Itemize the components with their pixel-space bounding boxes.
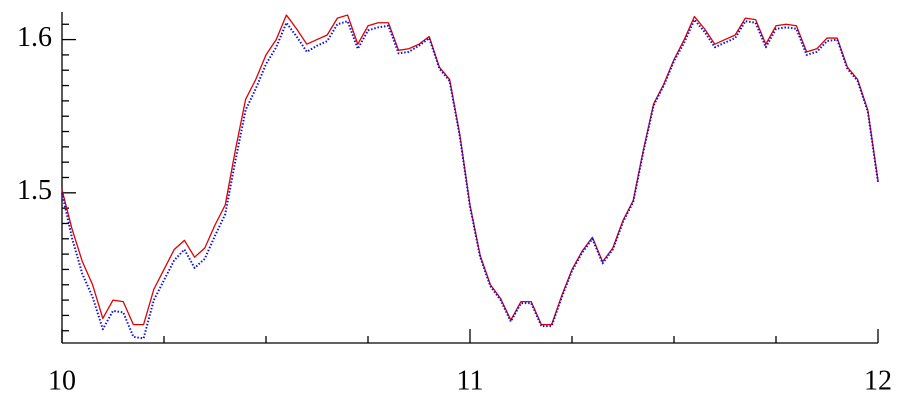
y-tick-label: 1.5: [17, 175, 52, 206]
x-tick-label: 10: [48, 365, 76, 396]
series-line: [61, 18, 879, 340]
x-tick-label: 12: [864, 365, 892, 396]
series-line: [61, 14, 879, 326]
y-tick-label: 1.6: [17, 22, 52, 53]
x-tick-label: 11: [457, 365, 484, 396]
